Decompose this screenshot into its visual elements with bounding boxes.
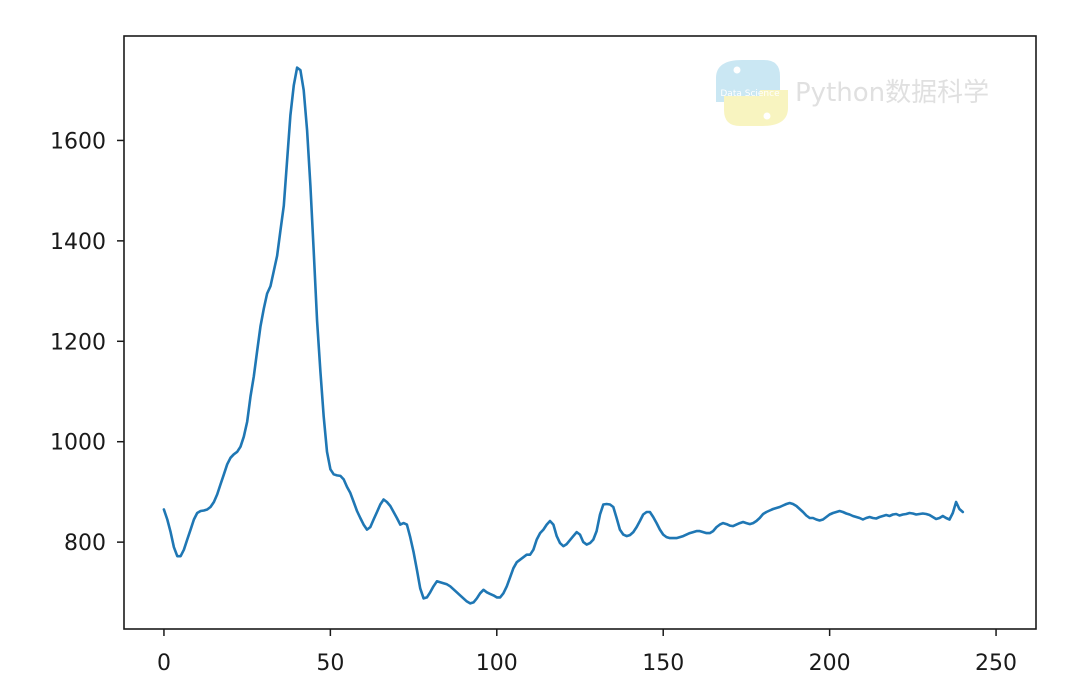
x-tick-label: 250	[975, 651, 1017, 676]
y-tick-label: 1400	[50, 230, 106, 255]
y-tick-label: 1200	[50, 330, 106, 355]
series-layer	[162, 66, 965, 605]
watermark: Data Science Python数据科学	[716, 60, 989, 126]
axes	[123, 35, 1037, 630]
y-tick-label: 1000	[50, 431, 106, 456]
y-tick-label: 1600	[50, 129, 106, 154]
x-tick-label: 150	[642, 651, 684, 676]
series-line-0	[162, 66, 965, 605]
x-tick-label: 100	[476, 651, 518, 676]
y-tick-label: 800	[64, 531, 106, 556]
x-tick-label: 200	[809, 651, 851, 676]
watermark-text: Python数据科学	[795, 78, 989, 108]
x-axis-ticks: 0 50 100 150 200 250	[157, 629, 1017, 676]
python-logo-icon: Data Science	[716, 60, 788, 126]
logo-text: Data Science	[720, 89, 780, 99]
x-tick-label: 50	[316, 651, 344, 676]
plot-frame	[123, 35, 1037, 630]
x-tick-label: 0	[157, 651, 171, 676]
y-axis-ticks: 800 1000 1200 1400 1600	[50, 129, 124, 556]
